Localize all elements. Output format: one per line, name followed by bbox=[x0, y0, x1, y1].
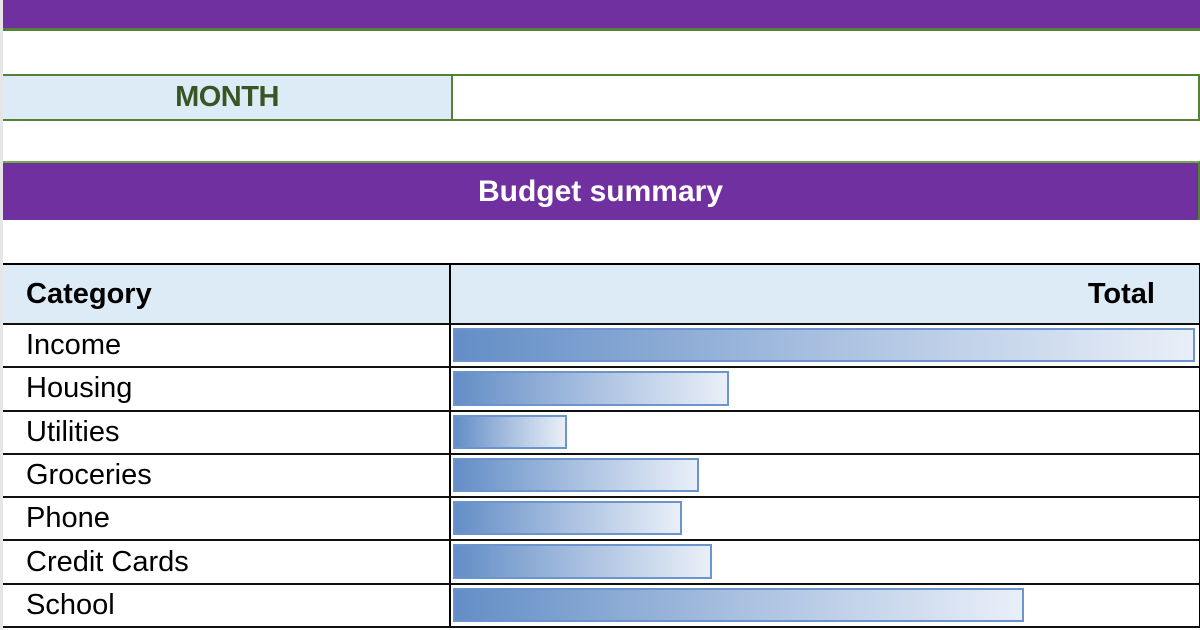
data-bar bbox=[453, 328, 1195, 363]
table-row: Phone bbox=[3, 498, 1199, 542]
column-header-total[interactable]: Total bbox=[1087, 277, 1155, 310]
category-cell[interactable]: Utilities bbox=[3, 411, 451, 453]
total-cell[interactable] bbox=[451, 585, 1199, 626]
total-cell[interactable] bbox=[451, 498, 1199, 539]
month-input-cell[interactable] bbox=[453, 76, 1198, 119]
data-bar bbox=[453, 544, 712, 579]
total-cell[interactable] bbox=[451, 541, 1199, 582]
total-cell[interactable] bbox=[451, 325, 1199, 366]
data-bar bbox=[453, 501, 683, 536]
category-cell[interactable]: Credit Cards bbox=[3, 541, 451, 583]
table-row: Income bbox=[3, 325, 1199, 369]
total-cell[interactable] bbox=[451, 368, 1199, 409]
month-label: MONTH bbox=[3, 76, 453, 119]
category-cell[interactable]: Groceries bbox=[3, 454, 451, 497]
table-row: School bbox=[3, 584, 1199, 629]
top-banner bbox=[3, 0, 1200, 31]
sheet-left-edge bbox=[0, 0, 3, 630]
total-cell[interactable] bbox=[451, 412, 1199, 453]
table-row: Groceries bbox=[3, 454, 1199, 499]
table-row: Housing bbox=[3, 368, 1199, 412]
category-cell[interactable]: Phone bbox=[3, 498, 451, 540]
category-cell[interactable]: Housing bbox=[3, 368, 451, 410]
budget-summary-table: Category Total Income Housing Utilities … bbox=[3, 263, 1200, 629]
column-header-category[interactable]: Category bbox=[3, 265, 451, 323]
total-cell[interactable] bbox=[451, 455, 1199, 496]
data-bar bbox=[453, 414, 567, 449]
data-bar bbox=[453, 587, 1025, 623]
budget-summary-title: Budget summary bbox=[3, 161, 1200, 220]
month-row: MONTH bbox=[3, 74, 1200, 121]
data-bar bbox=[453, 371, 730, 406]
table-row: Utilities bbox=[3, 411, 1199, 455]
category-cell[interactable]: School bbox=[3, 584, 451, 627]
data-bar bbox=[453, 457, 700, 493]
table-header-row: Category Total bbox=[3, 265, 1199, 325]
table-row: Credit Cards bbox=[3, 541, 1199, 585]
category-cell[interactable]: Income bbox=[3, 325, 451, 367]
